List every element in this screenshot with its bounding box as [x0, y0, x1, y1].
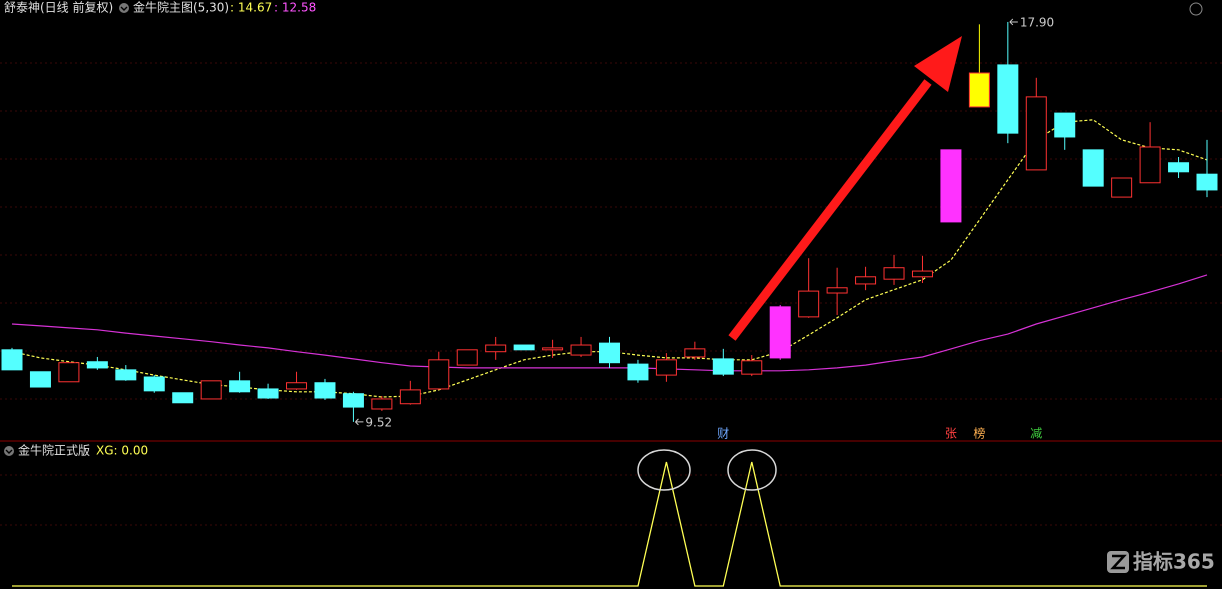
candle-body [1025, 96, 1047, 171]
candle-body [599, 342, 620, 364]
stock-title: 舒泰神(日线 前复权) [4, 0, 113, 15]
close-icon[interactable] [1189, 2, 1203, 16]
arrow-shaft [728, 79, 932, 341]
candle-body [940, 149, 962, 223]
candle-body [655, 359, 677, 376]
candle-body [456, 349, 478, 366]
watermark: 指标365 [1107, 550, 1215, 574]
annotation-label: 17.90 [1020, 15, 1054, 29]
event-label: 减 [1030, 427, 1042, 441]
candle-body [826, 287, 848, 294]
candle-body [29, 371, 51, 388]
watermark-text: 指标365 [1133, 550, 1215, 574]
candle-body [997, 64, 1019, 134]
candle-body [570, 344, 592, 356]
candle-body [883, 267, 905, 280]
candle-body [172, 392, 194, 404]
candle-body [627, 363, 649, 381]
event-label: 张 [945, 427, 957, 441]
candle-body [855, 276, 877, 285]
signal-line [12, 461, 1207, 587]
signal-circle [727, 449, 777, 491]
candle-body [968, 72, 990, 108]
menu-chevron [120, 6, 128, 11]
event-label: 财 [717, 427, 729, 441]
candle-body [798, 290, 820, 318]
candle-body [1, 349, 23, 371]
candle-body [399, 389, 421, 405]
candle-body [684, 348, 706, 358]
plot: 财 张 榜 减 17.90 9.52 [1, 15, 1218, 587]
watermark-logo-mark [1110, 554, 1127, 570]
candle-body [1054, 112, 1076, 138]
candle-body [371, 398, 393, 410]
candle-body [200, 380, 222, 400]
candle-body [314, 382, 336, 399]
candle-body [712, 358, 734, 375]
candle-body [257, 388, 279, 399]
candle-body [115, 369, 137, 381]
candle-body [1168, 162, 1190, 173]
ma30-readout: : 12.58 [274, 1, 316, 15]
candle-body [513, 344, 535, 351]
menu-chevron [5, 449, 13, 454]
candle-body [1139, 146, 1161, 184]
menu-icon[interactable] [4, 446, 14, 456]
arrow [728, 36, 962, 341]
annotation-label: 9.52 [365, 415, 392, 429]
candle-body [229, 380, 251, 393]
menu-icon[interactable] [119, 3, 129, 13]
candle-body [286, 382, 308, 390]
signal-circle [637, 449, 691, 491]
indicator-name: 金牛院主图(5,30) [133, 0, 229, 15]
candle-body [342, 393, 364, 408]
candle-body [428, 359, 450, 390]
event-label: 榜 [973, 426, 985, 441]
ma5-readout: : 14.67 [230, 1, 272, 15]
candle-body [86, 361, 108, 369]
candle-body [58, 362, 80, 383]
annotation-pointer [1009, 18, 1018, 26]
indicator-name: 金牛院正式版 [18, 443, 90, 458]
arrow-head [914, 36, 962, 92]
xg-readout: XG: 0.00 [96, 444, 148, 458]
candle-body [911, 270, 933, 278]
candle-body [542, 347, 564, 351]
candle-body [485, 344, 507, 353]
annotation-pointer [355, 418, 364, 426]
candle-body [1082, 149, 1104, 187]
candle-body [1111, 177, 1133, 198]
candle-body [143, 376, 165, 392]
candle-body [1196, 173, 1218, 191]
candle-body [769, 306, 791, 359]
candle-body [741, 360, 763, 375]
